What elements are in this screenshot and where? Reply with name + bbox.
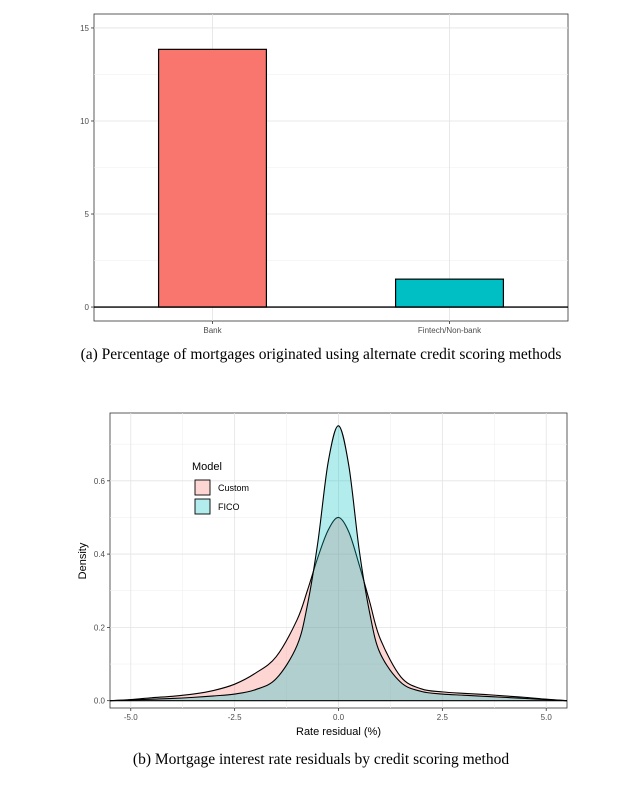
bar-fintech-non-bank xyxy=(394,278,505,308)
fico-density-line xyxy=(109,425,568,702)
caption-b: (b) Mortgage interest rate residuals by … xyxy=(132,751,510,768)
density-x-tick-label: 0.0 xyxy=(333,713,345,722)
legend-swatch-fico xyxy=(194,498,211,515)
density-x-tick-label: -5.0 xyxy=(124,713,138,722)
bar-x-tick-label: Fintech/Non-bank xyxy=(418,326,482,335)
density-x-tick-label: 2.5 xyxy=(437,713,449,722)
custom-density-area xyxy=(110,517,567,701)
bar-chart-panel: 0 5 10 15 Bank Fintech/Non-bank xyxy=(80,13,569,335)
fico-density-area xyxy=(110,425,567,701)
bar-x-tick-label: Bank xyxy=(203,326,222,335)
legend-label-fico: FICO xyxy=(218,502,240,512)
legend: Model Custom FICO xyxy=(192,461,249,515)
bar-y-tick-label: 5 xyxy=(85,210,90,219)
density-y-ticks: 0.0 0.2 0.4 0.6 xyxy=(94,477,110,706)
legend-label-custom: Custom xyxy=(218,483,249,493)
legend-title: Model xyxy=(192,461,222,473)
density-y-tick-label: 0.6 xyxy=(94,477,106,486)
density-chart-panel: 0.0 0.2 0.4 0.6 -5.0 -2.5 0.0 2.5 5.0 Rate resi… xyxy=(77,412,568,738)
bars xyxy=(94,48,568,308)
bar-y-tick-label: 10 xyxy=(80,117,89,126)
bar-y-tick-label: 0 xyxy=(85,303,90,312)
custom-density-line xyxy=(109,516,568,702)
legend-key-bg xyxy=(194,479,211,496)
legend-key-bg xyxy=(194,498,211,515)
bar-bank xyxy=(157,48,268,308)
density-y-tick-label: 0.0 xyxy=(94,697,106,706)
bar-y-tick-label: 15 xyxy=(80,24,89,33)
density-areas xyxy=(109,425,568,702)
legend-swatch-custom xyxy=(194,479,211,496)
density-y-tick-label: 0.2 xyxy=(94,623,106,632)
bar-x-ticks: Bank Fintech/Non-bank xyxy=(203,321,482,335)
bar-y-ticks: 0 5 10 15 xyxy=(80,24,94,312)
density-x-ticks: -5.0 -2.5 0.0 2.5 5.0 xyxy=(124,708,552,722)
legend-items: Custom FICO xyxy=(194,479,249,515)
density-x-tick-label: 5.0 xyxy=(541,713,553,722)
caption-a: (a) Percentage of mortgages originated u… xyxy=(80,346,562,363)
density-x-axis-title: Rate residual (%) xyxy=(296,726,381,738)
density-y-axis-title: Density xyxy=(77,542,89,579)
density-x-tick-label: -2.5 xyxy=(228,713,242,722)
density-y-tick-label: 0.4 xyxy=(94,550,106,559)
